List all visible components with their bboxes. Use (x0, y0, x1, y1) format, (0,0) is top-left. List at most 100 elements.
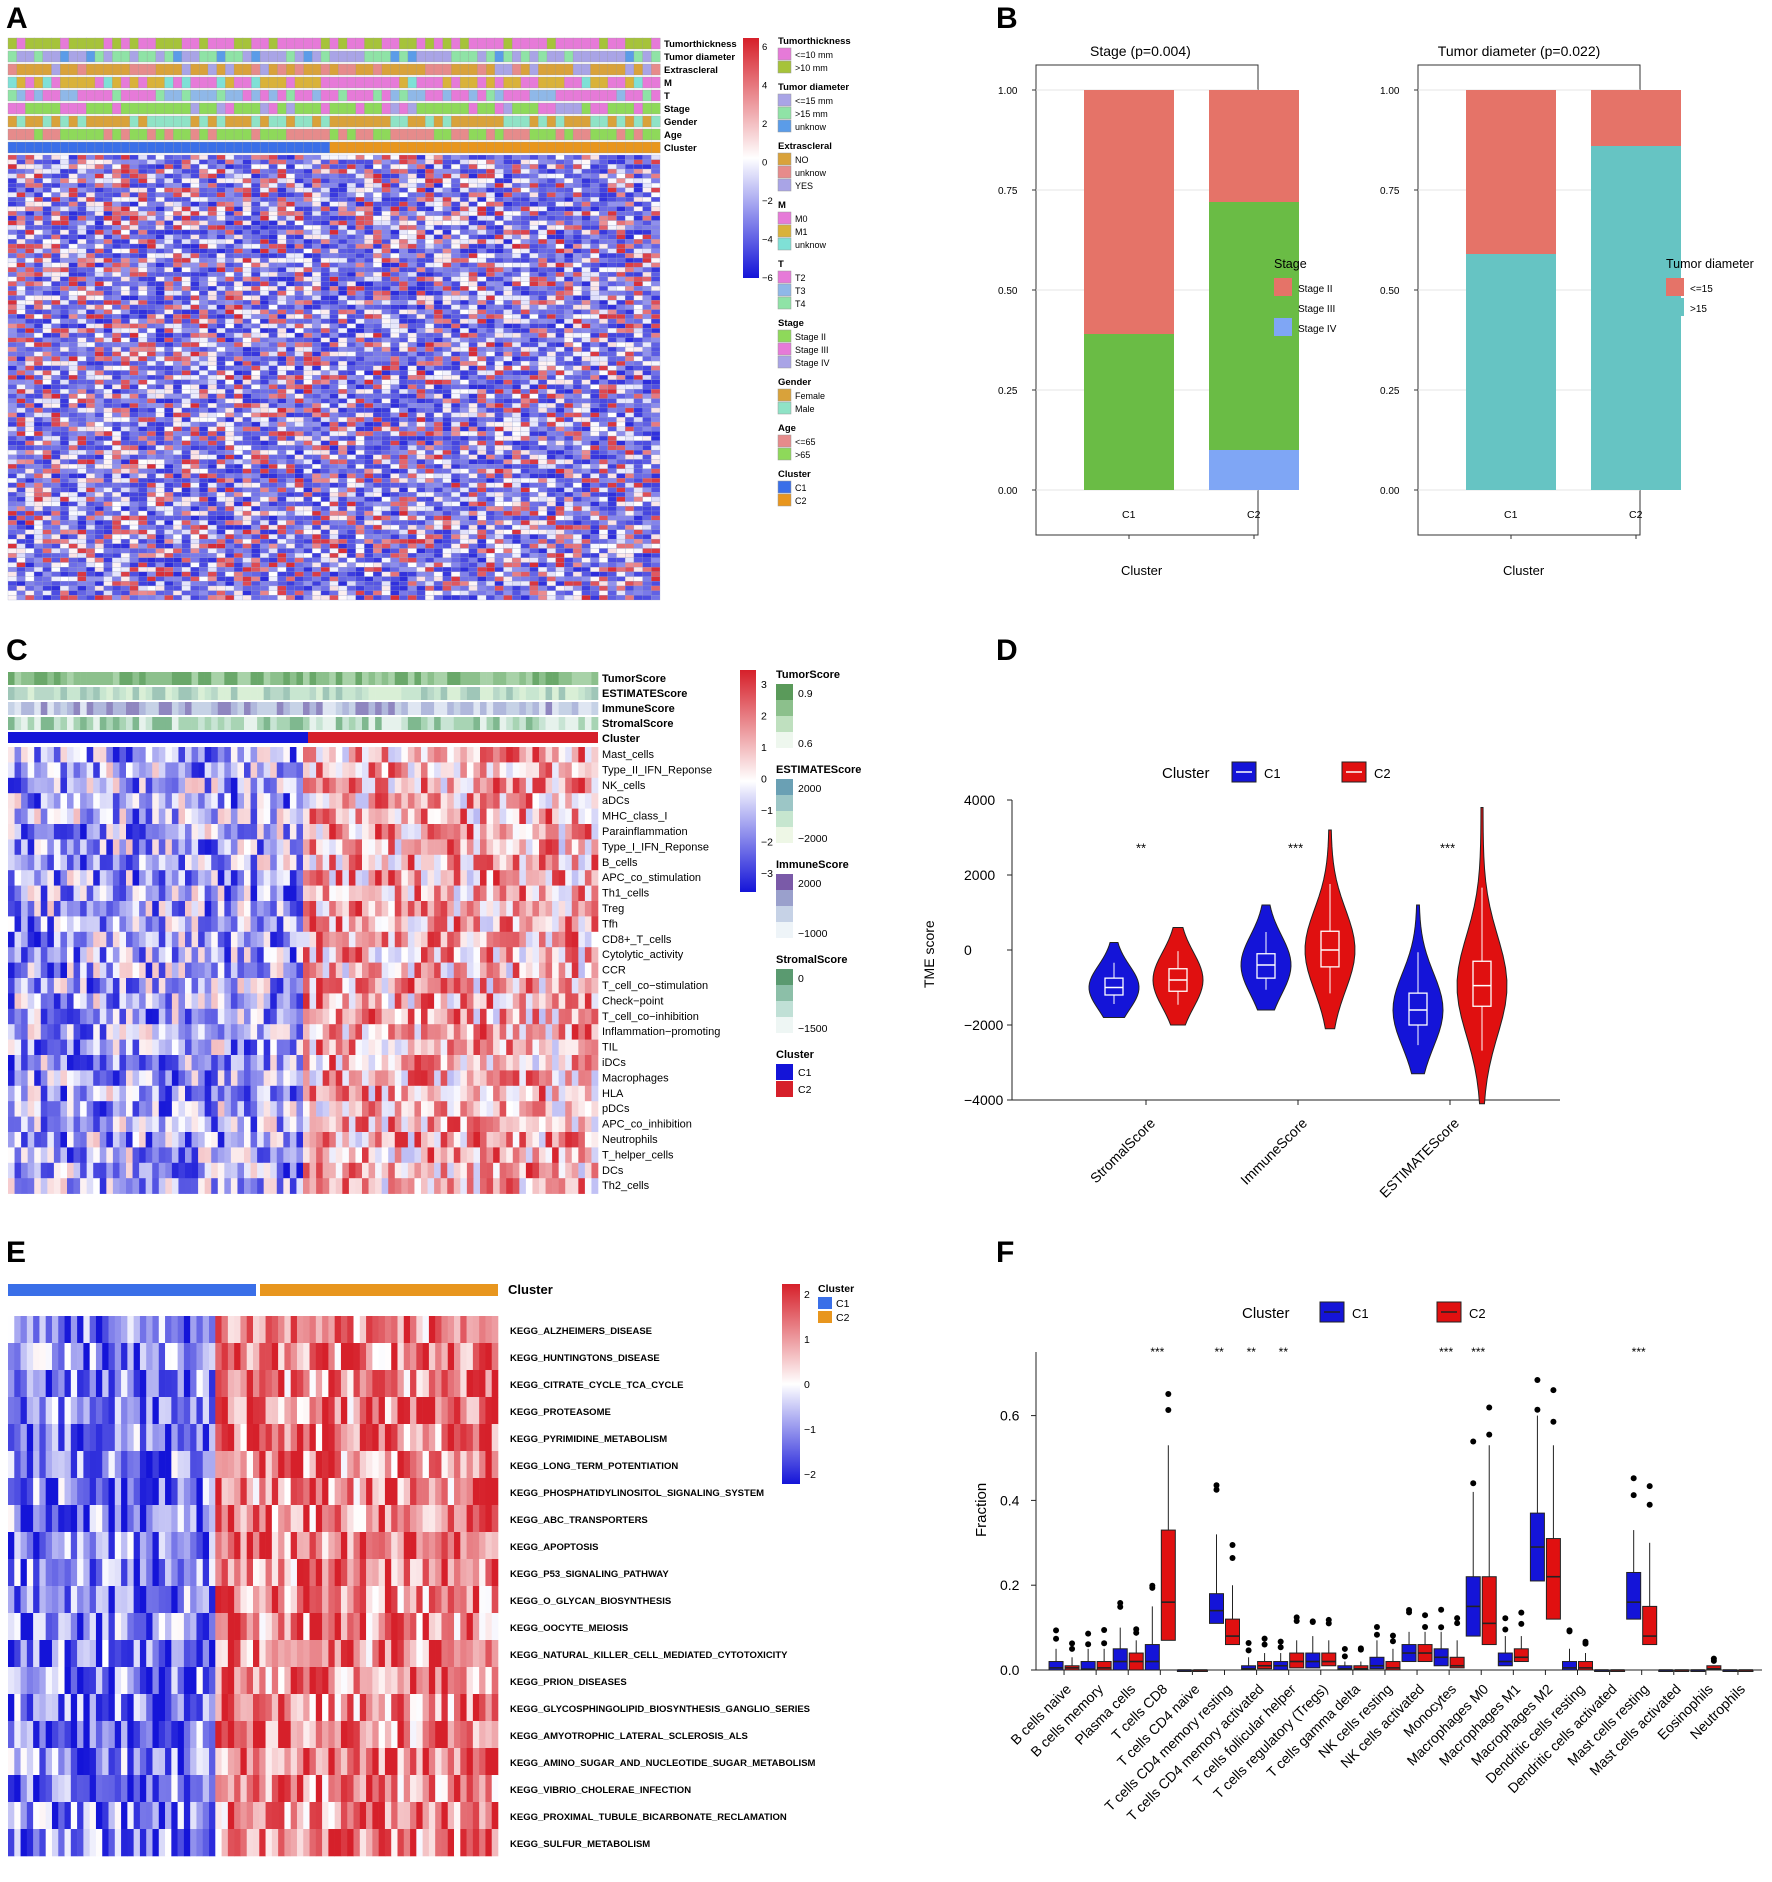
heatmap-cell (225, 328, 235, 334)
heatmap-cell (355, 328, 365, 334)
annotation-cell (268, 102, 278, 115)
heatmap-cell (138, 328, 148, 334)
heatmap-cell (477, 267, 487, 273)
heatmap-cell (77, 206, 87, 212)
heatmap-cell (477, 154, 487, 160)
heatmap-cell (546, 393, 556, 399)
heatmap-cell (529, 243, 539, 249)
heatmap-cell (225, 384, 235, 390)
annotation-cell (503, 76, 513, 89)
heatmap-cell (190, 276, 200, 282)
heatmap-cell (416, 417, 426, 423)
heatmap-cell (416, 295, 426, 301)
heatmap-cell (564, 187, 574, 193)
heatmap-cell (164, 393, 174, 399)
heatmap-cell (173, 286, 182, 291)
heatmap-cell (390, 154, 400, 160)
heatmap-cell (546, 407, 556, 413)
heatmap-cell (181, 154, 191, 160)
heatmap-cell (433, 332, 443, 338)
heatmap-cell (494, 412, 504, 418)
heatmap-cell (572, 168, 582, 174)
heatmap-cell (155, 192, 165, 198)
heatmap-cell (77, 389, 87, 395)
heatmap-cell (42, 309, 52, 315)
annotation-cell (451, 37, 461, 50)
heatmap-cell (155, 173, 165, 179)
heatmap-cell (425, 342, 435, 348)
heatmap-cell (242, 318, 252, 324)
heatmap-cell (286, 375, 296, 380)
heatmap-cell (277, 211, 287, 217)
annotation-cell (320, 102, 331, 115)
annotation-cell (616, 128, 626, 141)
heatmap-cell (25, 262, 35, 268)
heatmap-cell (616, 182, 626, 188)
heatmap-cell (216, 211, 226, 217)
heatmap-cell (277, 384, 287, 390)
heatmap-cell (633, 407, 643, 413)
heatmap-cell (538, 257, 548, 263)
heatmap-cell (329, 351, 339, 357)
heatmap-cell (286, 384, 296, 390)
heatmap-cell (520, 309, 530, 315)
heatmap-cell (355, 370, 365, 376)
heatmap-cell (459, 243, 469, 249)
heatmap-cell (129, 309, 139, 315)
heatmap-cell (268, 164, 278, 170)
heatmap-cell (433, 375, 443, 380)
heatmap-cell (68, 187, 78, 193)
annotation-cell (94, 141, 105, 154)
heatmap-cell (494, 276, 504, 282)
annotation-cell (138, 115, 148, 128)
heatmap-cell (190, 178, 200, 184)
heatmap-cell (407, 178, 417, 184)
annotation-cell (164, 76, 174, 89)
heatmap-cell (120, 375, 130, 380)
heatmap-cell (16, 206, 26, 212)
heatmap-cell (416, 365, 426, 371)
heatmap-cell (651, 267, 661, 273)
heatmap-cell (625, 173, 635, 179)
annotation-cell (416, 50, 426, 63)
heatmap-cell (68, 243, 78, 249)
heatmap-cell (390, 403, 400, 409)
heatmap-cell (346, 197, 356, 202)
heatmap-cell (642, 257, 652, 263)
heatmap-cell (86, 290, 96, 296)
heatmap-cell (303, 342, 313, 348)
heatmap-cell (433, 309, 443, 315)
heatmap-cell (242, 389, 252, 395)
heatmap-cell (138, 211, 148, 217)
heatmap-cell (94, 276, 104, 282)
heatmap-cell (433, 384, 443, 390)
heatmap-cell (16, 154, 26, 160)
heatmap-cell (190, 201, 200, 207)
heatmap-cell (190, 398, 200, 404)
heatmap-cell (494, 206, 504, 212)
heatmap-cell (277, 398, 287, 404)
heatmap-cell (538, 384, 548, 390)
annotation-cell (598, 141, 609, 154)
annotation-cell (242, 37, 252, 50)
heatmap-cell (242, 286, 252, 291)
heatmap-cell (564, 262, 574, 268)
heatmap-cell (303, 267, 313, 273)
heatmap-cell (173, 276, 182, 282)
heatmap-cell (25, 267, 35, 273)
heatmap-cell (494, 393, 504, 399)
heatmap-cell (425, 337, 435, 343)
heatmap-cell (138, 309, 148, 315)
heatmap-cell (555, 220, 565, 226)
heatmap-cell (225, 178, 235, 184)
heatmap-cell (120, 295, 130, 301)
heatmap-cell (33, 192, 43, 198)
heatmap-cell (451, 309, 461, 315)
heatmap-cell (7, 197, 17, 202)
heatmap-cell (146, 309, 156, 315)
annotation-cell (512, 141, 522, 154)
annotation-cell (355, 89, 365, 102)
heatmap-cell (7, 318, 17, 324)
heatmap-cell (277, 300, 287, 306)
heatmap-cell (164, 290, 174, 296)
